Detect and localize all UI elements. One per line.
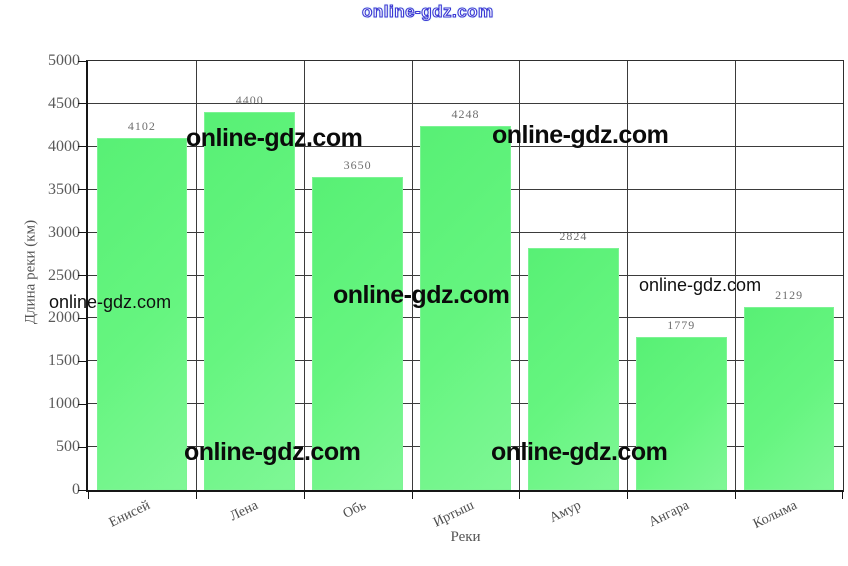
bar-value-label: 2824	[559, 228, 588, 243]
x-axis-tick	[519, 490, 521, 499]
grid-line-vertical	[627, 61, 629, 490]
bar	[204, 112, 296, 490]
bar-value-label: 4102	[127, 119, 156, 134]
x-axis-tick	[195, 490, 197, 499]
bar	[635, 337, 727, 490]
y-axis-tick	[78, 489, 88, 491]
bar	[527, 247, 619, 490]
plot-area: 4102 4400 3650 4248 2824 1779 2129	[78, 60, 844, 499]
grid-line-vertical	[195, 61, 197, 490]
y-axis-tick	[78, 317, 88, 319]
x-axis-tick	[88, 490, 89, 499]
x-axis-tick	[735, 490, 737, 499]
bar	[96, 138, 188, 490]
y-axis-tick	[78, 232, 88, 234]
y-tick-label: 1000	[48, 395, 80, 413]
grid-line-vertical	[519, 61, 521, 490]
bar	[420, 125, 511, 490]
y-axis-tick	[78, 103, 88, 105]
grid-line-vertical	[303, 61, 305, 490]
x-axis-tick	[303, 490, 305, 499]
bar-value-label: 2129	[775, 288, 804, 303]
watermark-top: online-gdz.com	[361, 1, 494, 21]
grid-line-vertical	[735, 61, 737, 490]
y-tick-label: 1500	[48, 352, 80, 370]
x-axis-tick	[842, 490, 843, 499]
bar	[312, 176, 404, 490]
y-axis-tick	[78, 275, 88, 276]
x-axis-tick	[411, 490, 413, 499]
y-tick-label: 4500	[48, 94, 80, 112]
y-tick-label: 5000	[48, 52, 80, 69]
y-axis-tick	[78, 189, 88, 191]
x-axis-title: Реки	[450, 529, 481, 545]
grid-line-horizontal	[88, 102, 843, 104]
y-tick-label: 3000	[48, 223, 80, 241]
y-tick-label: 500	[56, 438, 80, 456]
bar-value-label: 3650	[343, 157, 372, 172]
y-axis-tick	[78, 403, 88, 405]
bar	[743, 307, 835, 490]
grid-line-vertical	[411, 61, 413, 490]
y-axis-tick	[78, 360, 88, 362]
bar-value-label: 4248	[451, 106, 480, 121]
y-axis-tick	[78, 446, 88, 448]
y-axis-tick	[78, 146, 88, 148]
y-tick-label: 2000	[48, 309, 80, 327]
y-axis-tick	[78, 60, 88, 62]
bar-value-label: 1779	[667, 318, 696, 333]
x-axis-tick	[627, 490, 629, 499]
bar-value-label: 4400	[235, 93, 264, 108]
y-tick-label: 0	[72, 481, 80, 498]
y-tick-label: 2500	[48, 266, 80, 284]
y-tick-label: 4000	[48, 137, 80, 155]
y-tick-label: 3500	[48, 180, 80, 198]
y-tick-labels: 0 500 1000 1500 2000 2500 3000 3500 4000 4500 5000	[0, 52, 83, 498]
